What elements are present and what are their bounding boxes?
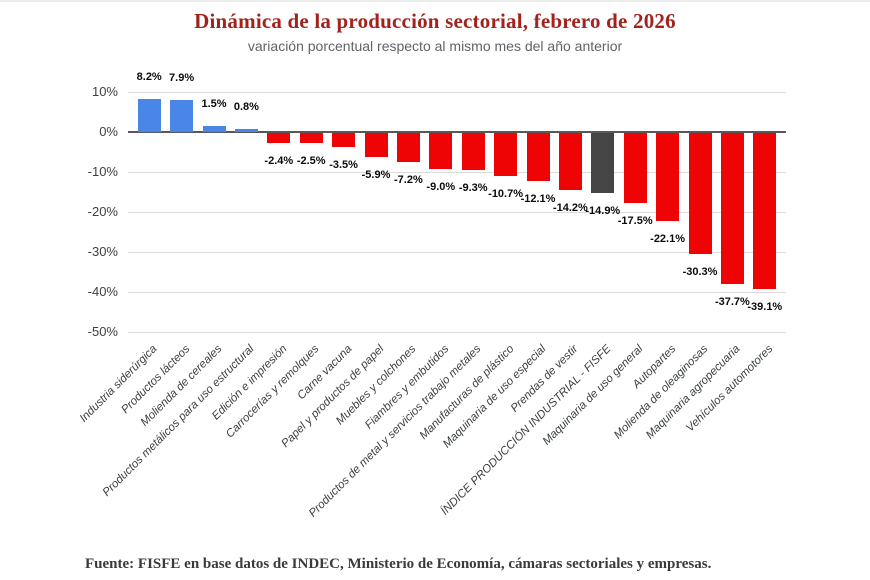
bar-2: [170, 100, 194, 132]
bar-value-label: -10.7%: [488, 187, 524, 200]
bar-10: [429, 133, 453, 169]
y-axis-tick-label: 10%: [91, 84, 118, 99]
bar-6: [299, 133, 323, 143]
bar-value-label: 1.5%: [201, 98, 227, 110]
bar-15: [591, 133, 615, 193]
bar-value-label: -30.3%: [682, 266, 718, 279]
bar-value-label: -17.5%: [617, 215, 653, 227]
bar-value-label: -3.5%: [329, 159, 358, 171]
y-axis-tick-label: -20%: [87, 204, 118, 219]
bar-12: [494, 133, 518, 176]
bar-value-label: -5.9%: [361, 168, 391, 181]
bar-3: [202, 126, 226, 132]
bar-value-label: -12.1%: [520, 193, 556, 206]
chart-title: Dinámica de la producción sectorial, feb…: [194, 9, 676, 33]
gridline: [128, 172, 786, 173]
bar-19: [720, 133, 744, 284]
bar-20: [753, 133, 777, 290]
bar-16: [623, 133, 647, 203]
bar-9: [396, 133, 420, 162]
bar-value-label: -2.4%: [264, 154, 294, 167]
bar-value-label: 0.8%: [233, 100, 259, 113]
bar-17: [656, 133, 680, 222]
y-axis-tick-label: -10%: [87, 164, 118, 179]
y-axis-tick-label: -30%: [87, 244, 118, 259]
bar-1: [137, 99, 161, 132]
y-axis-tick-label: 0%: [99, 124, 118, 139]
bar-value-label: -9.3%: [458, 182, 488, 195]
bar-4: [234, 128, 258, 132]
bar-value-label: -37.7%: [714, 295, 750, 308]
chart-subtitle: variación porcentual respecto al mismo m…: [247, 38, 623, 54]
gridline: [128, 332, 786, 333]
gridline: [128, 252, 786, 253]
bar-value-label: -2.5%: [296, 155, 326, 167]
bar-value-label: -39.1%: [747, 301, 783, 314]
y-axis-tick-label: -50%: [87, 324, 118, 339]
bar-value-label: -14.2%: [552, 201, 588, 214]
zero-axis-line: [128, 131, 786, 133]
bar-7: [332, 133, 356, 147]
bar-18: [688, 133, 712, 255]
bar-value-label: -9.0%: [426, 181, 456, 193]
bar-value-label: -14.9%: [585, 204, 621, 217]
bar-value-label: -22.1%: [650, 233, 686, 246]
gridline: [128, 92, 786, 93]
gridline: [128, 292, 786, 293]
source-note: Fuente: FISFE en base datos de INDEC, Mi…: [85, 556, 712, 572]
bar-13: [526, 133, 550, 182]
gridline: [128, 212, 786, 213]
bar-value-label: -7.2%: [394, 173, 423, 186]
bar-value-label: 7.9%: [169, 72, 195, 85]
bar-11: [461, 133, 485, 171]
bar-8: [364, 133, 388, 157]
bar-5: [267, 133, 291, 143]
bar-value-label: 8.2%: [136, 71, 162, 84]
y-axis-tick-label: -40%: [87, 284, 118, 299]
bar-14: [558, 133, 582, 190]
